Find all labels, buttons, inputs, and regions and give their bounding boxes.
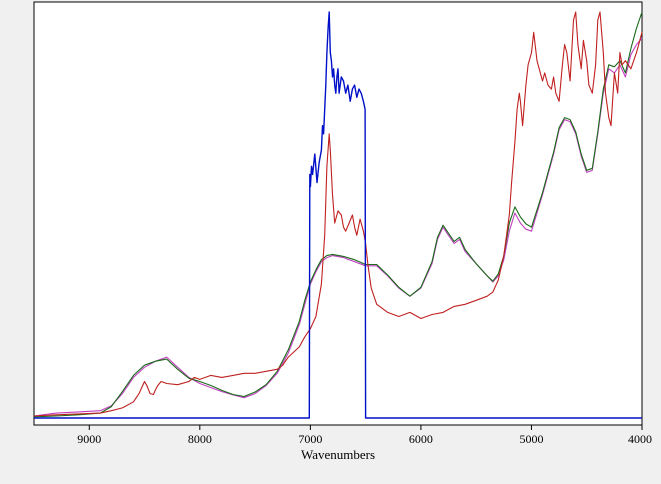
series-layer (33, 11, 643, 419)
x-tick-label: 5000 (519, 432, 543, 446)
x-tick-label: 8000 (188, 432, 212, 446)
x-tick-label: 4000 (628, 432, 652, 446)
series-line-4 (34, 11, 642, 419)
plot-area (33, 1, 643, 426)
x-tick-label: 6000 (409, 432, 433, 446)
x-tick-label: 9000 (77, 432, 101, 446)
x-axis-ticks: 9000 8000 7000 6000 5000 4000 (77, 425, 652, 446)
series-line-2 (33, 11, 643, 418)
x-axis-label: Wavenumbers (301, 447, 375, 462)
x-tick-label: 7000 (298, 432, 322, 446)
series-line-3 (33, 11, 643, 417)
